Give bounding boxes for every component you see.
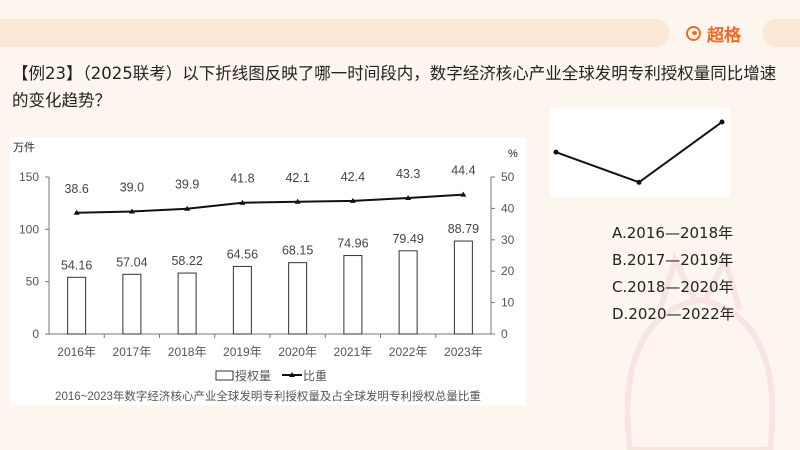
line-point [73, 209, 80, 215]
legend-bar-label: 授权量 [235, 368, 271, 383]
line-point [294, 198, 301, 204]
line-label: 38.6 [64, 182, 88, 196]
option-c[interactable]: C.2018—2020年 [612, 278, 734, 296]
option-d[interactable]: D.2020—2022年 [612, 305, 735, 323]
chart-title: 2016~2023年数字经济核心产业全球发明专利授权量及占全球发明专利授权总量比… [55, 389, 481, 403]
bar [67, 276, 87, 335]
bar [453, 240, 473, 335]
legend-line-marker [289, 372, 295, 377]
mini-point [636, 179, 642, 185]
x-tick-label: 2020年 [278, 345, 317, 359]
bar-label: 88.79 [448, 222, 479, 236]
line-point [239, 199, 246, 205]
x-tick-label: 2018年 [168, 345, 207, 359]
legend-line-label: 比重 [303, 369, 327, 383]
line-label: 41.8 [230, 172, 254, 186]
line-label: 42.1 [285, 171, 309, 185]
option-a[interactable]: A.2016—2018年 [612, 224, 734, 242]
bar [122, 273, 142, 335]
right-axis-unit: % [508, 148, 518, 160]
bar [177, 272, 197, 335]
main-chart: 万件% 0 50 100 150 0 10 20 30 40 50 2016年 2017年 2018年 20… [10, 137, 526, 405]
bar [232, 265, 252, 335]
bar [343, 255, 363, 335]
right-tick-label: 40 [501, 201, 515, 215]
x-tick-label: 2017年 [113, 345, 152, 359]
mini-line-chart [550, 108, 730, 197]
header-bar-right [762, 19, 800, 47]
line-point [405, 195, 412, 201]
left-tick-label: 150 [19, 170, 39, 184]
x-tick-label: 2021年 [334, 345, 373, 359]
option-b[interactable]: B.2017—2019年 [612, 251, 734, 269]
bar-label: 79.49 [392, 232, 423, 246]
left-axis-unit: 万件 [13, 141, 35, 154]
left-tick-label: 100 [19, 222, 39, 236]
bar-label: 57.04 [116, 255, 147, 269]
line-label: 43.3 [396, 167, 420, 181]
right-tick-label: 30 [501, 233, 515, 247]
header-bar [0, 19, 670, 47]
brand-logo: 超格 [686, 20, 741, 46]
line-label: 39.0 [120, 181, 144, 195]
logo-g-icon [686, 25, 701, 41]
line-label: 42.4 [341, 170, 365, 184]
right-tick-label: 50 [501, 170, 515, 184]
right-tick-label: 0 [501, 327, 508, 341]
line-point [128, 208, 135, 214]
chart-svg: 万件 % 0 50 100 150 0 10 20 30 40 50 2016年 2017年 2018年 20… [13, 141, 518, 403]
mini-chart-svg [553, 119, 725, 185]
bar-label: 74.96 [337, 237, 368, 251]
legend-bar-swatch [215, 370, 234, 381]
bar-label: 54.16 [61, 258, 92, 272]
x-tick-label: 2023年 [444, 345, 483, 359]
right-tick-label: 10 [501, 296, 515, 310]
mini-line [555, 121, 723, 184]
bar [398, 250, 418, 335]
question-text: 【例23】（2025联考）以下折线图反映了哪一时间段内，数字经济核心产业全球发明… [12, 64, 777, 110]
mini-point [719, 119, 725, 125]
line-series [76, 193, 464, 214]
line-point [460, 191, 467, 197]
left-tick-label: 50 [26, 275, 40, 289]
bar-label: 58.22 [171, 254, 202, 268]
bar [288, 262, 308, 335]
x-tick-label: 2016年 [57, 345, 96, 359]
mascot-watermark-icon [624, 251, 776, 450]
x-tick-label: 2022年 [389, 345, 428, 359]
line-label: 39.9 [175, 178, 199, 192]
line-point [184, 205, 191, 211]
left-tick-label: 0 [32, 327, 39, 341]
bar-label: 64.56 [227, 247, 258, 261]
line-label: 44.4 [451, 164, 475, 178]
answer-options: A.2016—2018年 B.2017—2019年 C.2018—2020年 D… [612, 220, 735, 328]
bar-label: 68.15 [282, 244, 313, 258]
mini-point [553, 149, 559, 155]
x-tick-label: 2019年 [223, 345, 262, 359]
brand-name: 超格 [707, 25, 741, 46]
line-point [349, 197, 356, 203]
right-tick-label: 20 [501, 264, 515, 278]
